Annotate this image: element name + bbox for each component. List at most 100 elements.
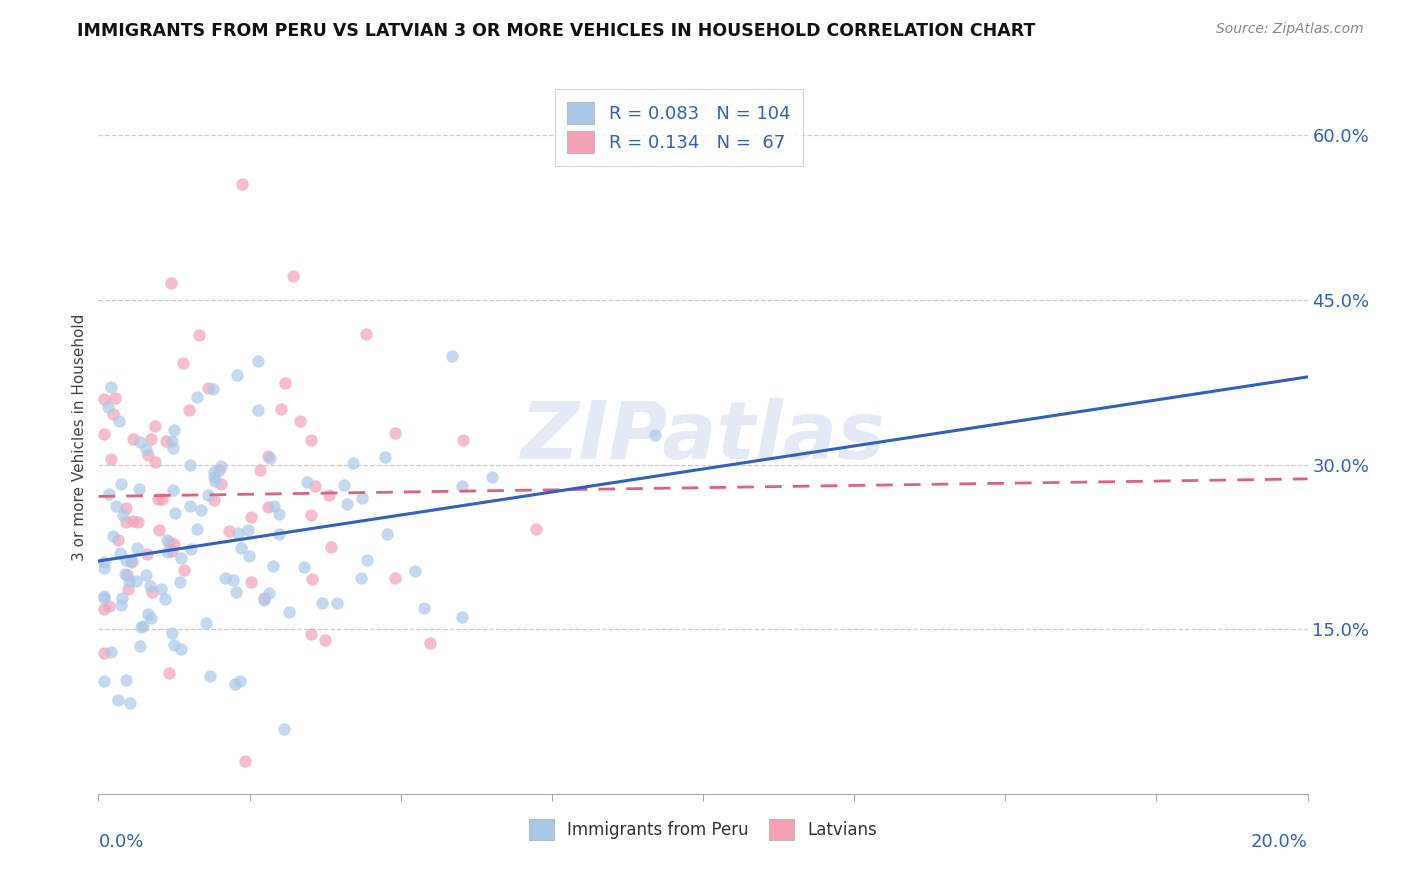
Point: [295, 475, 318, 490]
Point: [231, 177, 253, 191]
Point: [101, 407, 124, 421]
Point: [139, 432, 162, 446]
Point: [526, 522, 548, 536]
Point: [356, 552, 378, 566]
Point: [257, 585, 280, 599]
Point: [128, 482, 150, 496]
Point: [150, 582, 173, 596]
Point: [202, 465, 225, 479]
Point: [451, 433, 474, 447]
Point: [262, 559, 284, 574]
Point: [117, 582, 139, 596]
Point: [228, 525, 250, 540]
Point: [93, 561, 115, 575]
Point: [157, 535, 180, 549]
Point: [201, 382, 224, 396]
Point: [132, 619, 155, 633]
Text: IMMIGRANTS FROM PERU VS LATVIAN 3 OR MORE VEHICLES IN HOUSEHOLD CORRELATION CHAR: IMMIGRANTS FROM PERU VS LATVIAN 3 OR MOR…: [77, 22, 1036, 40]
Point: [93, 602, 115, 616]
Point: [120, 555, 142, 569]
Point: [128, 639, 150, 653]
Point: [224, 677, 246, 691]
Point: [172, 356, 194, 370]
Point: [259, 450, 281, 465]
Point: [136, 607, 159, 621]
Point: [225, 585, 247, 599]
Point: [111, 591, 134, 605]
Point: [186, 522, 208, 536]
Text: ZIPatlas: ZIPatlas: [520, 398, 886, 476]
Point: [311, 596, 333, 610]
Point: [173, 563, 195, 577]
Point: [451, 479, 474, 493]
Point: [374, 450, 396, 464]
Point: [115, 515, 138, 529]
Point: [125, 574, 148, 589]
Point: [135, 547, 157, 561]
Point: [200, 669, 222, 683]
Point: [321, 540, 343, 554]
Point: [163, 507, 186, 521]
Point: [115, 553, 138, 567]
Point: [136, 448, 159, 462]
Point: [135, 568, 157, 582]
Point: [160, 434, 183, 449]
Point: [98, 487, 121, 501]
Point: [202, 469, 225, 483]
Point: [257, 450, 280, 464]
Point: [120, 696, 142, 710]
Point: [110, 598, 132, 612]
Point: [93, 591, 115, 605]
Point: [269, 508, 291, 522]
Point: [139, 610, 162, 624]
Point: [107, 533, 129, 547]
Point: [204, 474, 226, 488]
Point: [118, 574, 141, 588]
Point: [229, 541, 252, 556]
Point: [115, 501, 138, 516]
Point: [233, 754, 256, 768]
Point: [301, 572, 323, 586]
Point: [108, 546, 131, 560]
Point: [162, 483, 184, 497]
Point: [246, 354, 269, 368]
Text: 0.0%: 0.0%: [98, 833, 143, 851]
Point: [169, 574, 191, 589]
Point: [253, 593, 276, 607]
Point: [222, 573, 245, 587]
Point: [115, 673, 138, 687]
Point: [197, 488, 219, 502]
Point: [384, 425, 406, 440]
Point: [114, 566, 136, 581]
Point: [229, 674, 252, 689]
Point: [404, 564, 426, 578]
Point: [112, 508, 135, 523]
Point: [148, 523, 170, 537]
Point: [238, 523, 260, 537]
Point: [162, 442, 184, 456]
Point: [156, 533, 179, 548]
Point: [326, 596, 349, 610]
Point: [125, 541, 148, 555]
Point: [209, 458, 232, 473]
Point: [127, 515, 149, 529]
Point: [93, 646, 115, 660]
Point: [93, 674, 115, 689]
Point: [141, 584, 163, 599]
Point: [108, 414, 131, 428]
Point: [354, 327, 377, 342]
Point: [263, 499, 285, 513]
Point: [97, 401, 120, 415]
Point: [336, 497, 359, 511]
Point: [93, 427, 115, 442]
Point: [481, 470, 503, 484]
Point: [104, 391, 127, 405]
Point: [162, 423, 184, 437]
Point: [208, 463, 231, 477]
Point: [246, 403, 269, 417]
Point: [135, 442, 157, 456]
Legend: Immigrants from Peru, Latvians: Immigrants from Peru, Latvians: [519, 809, 887, 850]
Point: [179, 499, 201, 513]
Point: [342, 456, 364, 470]
Point: [257, 500, 280, 515]
